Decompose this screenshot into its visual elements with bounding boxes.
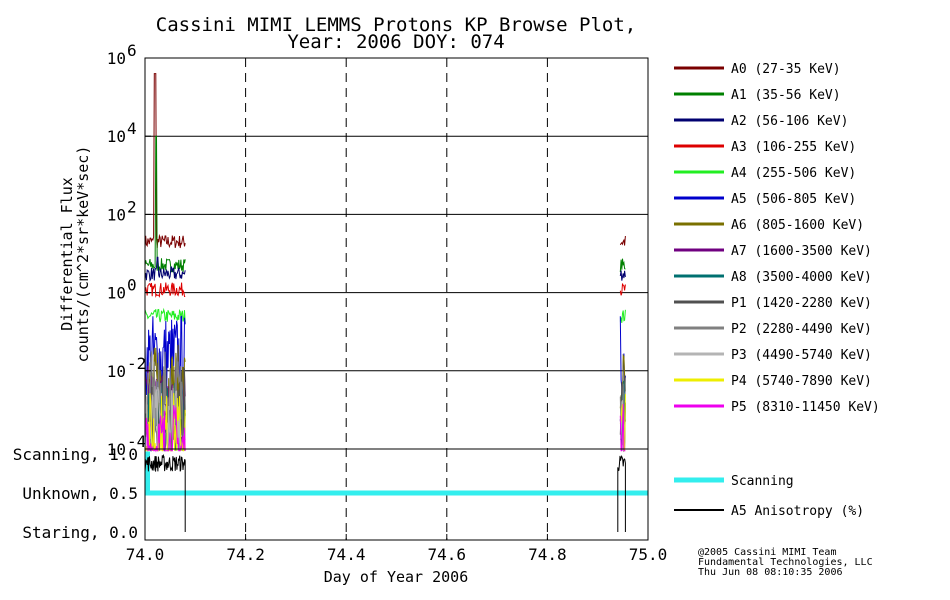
legend-label: A7 (1600-3500 KeV) <box>731 244 872 259</box>
status-tick-label: Staring, 0.0 <box>22 523 138 542</box>
series-line-a1 <box>144 135 626 274</box>
legend: A0 (27-35 KeV) A1 (35-56 KeV) A2 (56-106 K… <box>674 62 880 519</box>
series-line-anisotropy <box>617 454 626 532</box>
series-line-a6 <box>144 344 626 439</box>
y-tick-exponent: 2 <box>127 197 137 216</box>
y-tick-label: 10 <box>107 205 126 224</box>
series-line-p3 <box>144 385 626 452</box>
legend-label: P1 (1420-2280 KeV) <box>731 296 872 311</box>
y-tick-exponent: -2 <box>127 354 146 373</box>
series-line-p4 <box>145 393 626 452</box>
status-series <box>144 451 648 532</box>
legend-label: A5 Anisotropy (%) <box>731 504 864 519</box>
x-tick-label: 75.0 <box>629 545 668 564</box>
credit-line1: @2005 Cassini MIMI Team <box>698 547 836 558</box>
y-axis-label-line2: counts/(cm^2*sr*keV*sec) <box>74 146 92 363</box>
legend-label: A5 (506-805 KeV) <box>731 192 856 207</box>
series-line-a3 <box>144 282 626 298</box>
y-tick-label: 10 <box>107 49 126 68</box>
x-tick-label: 74.2 <box>226 545 265 564</box>
y-tick-label: 10 <box>107 440 126 459</box>
legend-label: P3 (4490-5740 KeV) <box>731 348 872 363</box>
series-line-scanning <box>145 451 648 496</box>
series-line-p2 <box>144 351 626 445</box>
flux-series <box>144 73 626 453</box>
status-tick-label: Scanning, 1.0 <box>13 445 138 464</box>
series-line-p5 <box>144 403 626 453</box>
x-tick-label: 74.6 <box>428 545 467 564</box>
series-line-anisotropy <box>144 453 186 532</box>
y-tick-exponent: 0 <box>127 276 137 295</box>
series-line-a4 <box>144 307 626 324</box>
series-line-p1 <box>144 368 626 453</box>
legend-label: A8 (3500-4000 KeV) <box>731 270 872 285</box>
series-line-a7 <box>144 365 626 451</box>
legend-label: A3 (106-255 KeV) <box>731 140 856 155</box>
series-line-a2 <box>144 256 626 282</box>
y-tick-label: 10 <box>107 284 126 303</box>
y-axis-label-line1: Differential Flux <box>58 177 76 331</box>
credit-line3: Thu Jun 08 08:10:35 2006 <box>698 567 843 578</box>
series-line-a5 <box>144 315 626 405</box>
y-tick-exponent: -4 <box>127 432 146 451</box>
legend-label: A1 (35-56 KeV) <box>731 88 841 103</box>
x-tick-label: 74.0 <box>126 545 165 564</box>
chart-title-line1: Cassini MIMI LEMMS Protons KP Browse Plo… <box>156 14 636 36</box>
series-line-a8 <box>144 378 626 452</box>
y-tick-exponent: 6 <box>127 41 137 60</box>
legend-label: A4 (255-506 KeV) <box>731 166 856 181</box>
plot-frame <box>144 57 649 541</box>
credit-line2: Fundamental Technologies, LLC <box>698 557 873 568</box>
x-ticks: 74.0 74.2 74.4 74.6 74.8 75.0 <box>126 534 668 564</box>
flux-panel-frame <box>144 57 649 450</box>
series-line-a0 <box>144 73 626 249</box>
y-tick-exponent: 4 <box>127 119 137 138</box>
legend-label: Scanning <box>731 474 794 489</box>
status-tick-label: Unknown, 0.5 <box>22 484 138 503</box>
legend-label: A2 (56-106 KeV) <box>731 114 848 129</box>
status-y-ticks: Scanning, 1.0 Unknown, 0.5 Staring, 0.0 <box>13 445 138 542</box>
x-axis-label: Day of Year 2006 <box>324 568 469 586</box>
chart-title-line2: Year: 2006 DOY: 074 <box>287 31 504 53</box>
status-panel-frame <box>144 448 649 541</box>
y-tick-label: 10 <box>107 362 126 381</box>
legend-label: A6 (805-1600 KeV) <box>731 218 864 233</box>
legend-label: P4 (5740-7890 KeV) <box>731 374 872 389</box>
x-tick-label: 74.4 <box>327 545 366 564</box>
legend-label: P5 (8310-11450 KeV) <box>731 400 880 415</box>
plot-grid <box>145 58 648 540</box>
legend-label: P2 (2280-4490 KeV) <box>731 322 872 337</box>
x-tick-label: 74.8 <box>528 545 567 564</box>
legend-label: A0 (27-35 KeV) <box>731 62 841 77</box>
y-tick-label: 10 <box>107 127 126 146</box>
